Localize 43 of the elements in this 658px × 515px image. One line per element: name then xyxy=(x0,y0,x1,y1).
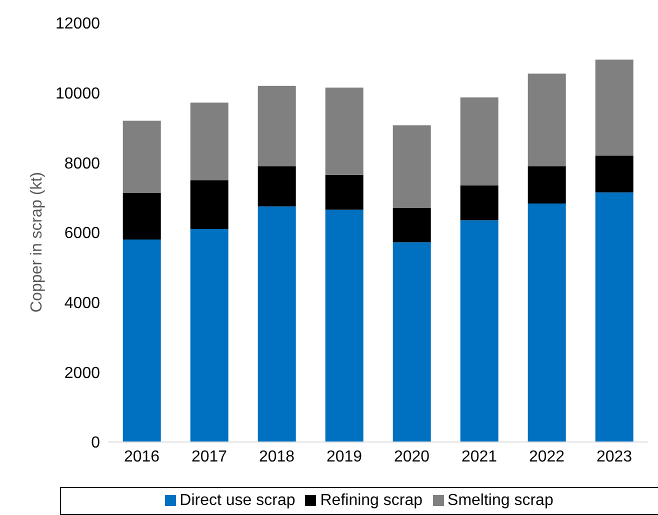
bar xyxy=(595,192,634,442)
bar xyxy=(460,220,498,442)
bar xyxy=(528,74,566,166)
x-tick-label: 2021 xyxy=(461,448,498,466)
x-tick-label: 2018 xyxy=(258,448,295,466)
y-axis-title: Copper in scrap (kt) xyxy=(28,172,46,312)
bar xyxy=(325,174,364,210)
bar xyxy=(460,97,498,186)
bar xyxy=(392,125,431,208)
bar xyxy=(325,210,364,442)
bar xyxy=(392,208,431,242)
bar xyxy=(190,180,228,230)
x-tick-label: 2019 xyxy=(326,448,362,466)
bar xyxy=(190,229,228,442)
bar xyxy=(460,185,498,220)
bar xyxy=(595,156,634,192)
y-tick-label: 8000 xyxy=(64,155,100,172)
x-tick-label: 2016 xyxy=(124,448,160,466)
bar xyxy=(595,60,634,156)
legend-label: Refining scrap xyxy=(320,492,423,509)
x-tick-label: 2020 xyxy=(394,448,430,466)
x-tick-label: 2023 xyxy=(596,448,632,466)
legend-label: Smelting scrap xyxy=(448,492,554,509)
y-tick-label: 4000 xyxy=(64,295,100,312)
bar xyxy=(122,239,161,442)
bar xyxy=(258,86,296,166)
bar xyxy=(528,166,566,204)
bar xyxy=(122,192,161,240)
bar xyxy=(122,120,161,193)
legend-label: Direct use scrap xyxy=(180,492,296,509)
x-tick-label: 2022 xyxy=(528,448,565,466)
y-tick-label: 2000 xyxy=(64,364,100,382)
y-tick-label: 10000 xyxy=(56,86,100,103)
y-tick-label: 0 xyxy=(91,434,100,452)
x-tick-label: 2017 xyxy=(191,448,228,466)
bar xyxy=(258,166,296,206)
bar xyxy=(528,204,566,442)
y-tick-label: 12000 xyxy=(56,16,100,33)
bar xyxy=(258,206,296,442)
y-tick-label: 6000 xyxy=(64,225,100,242)
bar xyxy=(190,102,228,180)
bar xyxy=(325,88,364,175)
bar xyxy=(392,242,431,442)
